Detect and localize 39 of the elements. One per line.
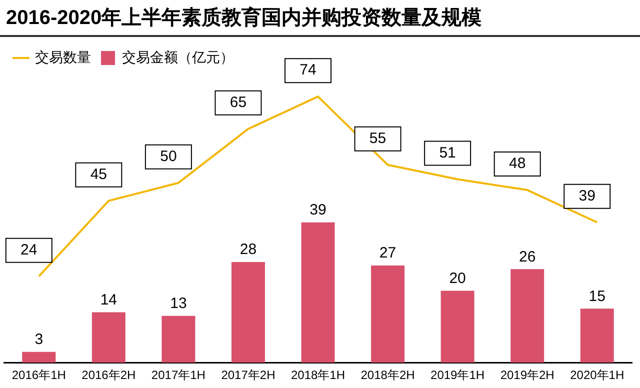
x-tick-label: 2017年1H — [151, 368, 206, 382]
x-tick-label: 2020年1H — [570, 368, 624, 382]
bar — [22, 352, 56, 363]
data-label: 48 — [508, 155, 526, 172]
x-tick-label: 2019年1H — [430, 368, 485, 382]
bar — [510, 269, 544, 363]
data-label: 39 — [578, 188, 596, 205]
data-label: 26 — [518, 248, 536, 266]
legend-label: 交易金额（亿元） — [122, 48, 234, 65]
x-tick-label: 2018年1H — [290, 368, 346, 382]
data-label: 14 — [100, 291, 118, 308]
data-label: 51 — [439, 144, 456, 162]
data-label: 74 — [300, 62, 316, 79]
data-label: 65 — [230, 94, 247, 112]
data-label: 50 — [160, 148, 177, 165]
data-label: 55 — [369, 130, 386, 148]
data-label: 20 — [449, 270, 466, 287]
bar — [440, 290, 474, 363]
data-label: 45 — [90, 166, 108, 183]
data-label: 13 — [170, 295, 187, 312]
chart-title: 2016-2020年上半年素质教育国内并购投资数量及规模 — [0, 0, 640, 37]
data-label: 28 — [240, 241, 257, 258]
bar — [162, 316, 196, 363]
x-tick-label: 2016年2H — [82, 368, 136, 382]
bar — [92, 312, 126, 363]
x-tick-label: 2019年2H — [500, 368, 554, 382]
data-label: 3 — [34, 330, 44, 348]
data-label: 27 — [379, 244, 396, 262]
x-tick-label: 2016年1H — [12, 368, 66, 382]
bar — [371, 266, 405, 363]
legend-label: 交易数量 — [35, 48, 91, 65]
bar — [580, 308, 614, 363]
x-tick-label: 2017年2H — [221, 368, 276, 382]
data-label: 15 — [588, 288, 606, 305]
data-label: 24 — [20, 241, 38, 258]
x-tick-label: 2018年2H — [360, 368, 415, 382]
bar — [301, 222, 335, 363]
data-label: 39 — [310, 202, 326, 219]
bar — [231, 262, 265, 363]
